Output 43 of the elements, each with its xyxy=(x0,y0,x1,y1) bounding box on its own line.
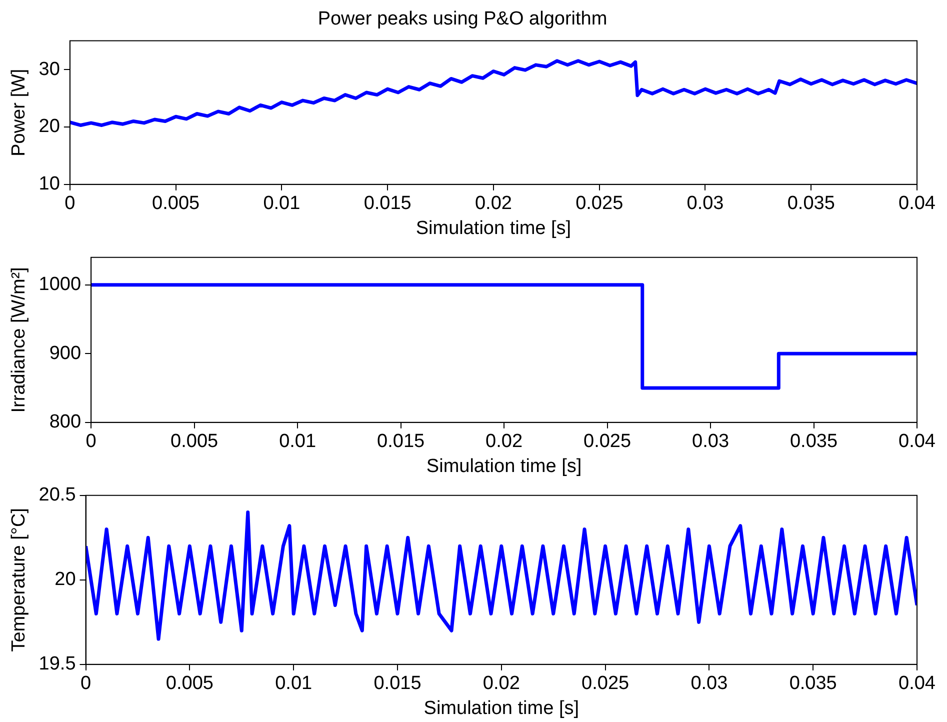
x-tick-label: 0.03 xyxy=(686,193,724,214)
x-tick-label: 0.015 xyxy=(364,193,412,214)
x-tick-label: 0.015 xyxy=(374,673,422,694)
x-tick-label: 0.035 xyxy=(787,193,835,214)
x-tick-label: 0 xyxy=(64,193,76,214)
x-tick-label: 0.04 xyxy=(898,673,936,694)
x-tick-label: 0.025 xyxy=(582,673,630,694)
y-tick-label: 20 xyxy=(38,116,60,138)
y-tick-label: 900 xyxy=(49,342,82,364)
x-tick-label: 0.01 xyxy=(275,673,312,694)
x-tick-label: 0.02 xyxy=(486,431,523,452)
x-tick-label: 0.04 xyxy=(898,431,936,452)
y-tick-label: 19.5 xyxy=(38,654,76,675)
x-tick-label: 0 xyxy=(80,673,92,694)
y-tick-label: 10 xyxy=(38,174,60,195)
x-tick-label: 0.02 xyxy=(474,193,512,214)
x-tick-label: 0.02 xyxy=(482,673,520,694)
x-tick-label: 0.035 xyxy=(789,673,837,694)
x-tick-label: 0.025 xyxy=(576,193,624,214)
x-axis-title: Simulation time [s] xyxy=(416,218,572,239)
y-axis-title: Irradiance [W/m²] xyxy=(8,267,30,413)
chart-title: Power peaks using P&O algorithm xyxy=(318,8,608,30)
y-tick-label: 800 xyxy=(49,412,82,433)
y-axis-title: Temperature [°C] xyxy=(8,508,30,652)
x-tick-label: 0.03 xyxy=(692,431,730,452)
x-tick-label: 0.005 xyxy=(166,673,214,694)
y-tick-label: 1000 xyxy=(38,274,82,296)
y-tick-label: 30 xyxy=(38,58,60,80)
x-tick-label: 0.01 xyxy=(279,431,316,452)
x-tick-label: 0.01 xyxy=(263,193,300,214)
x-tick-label: 0.005 xyxy=(152,193,200,214)
x-tick-label: 0 xyxy=(86,431,96,452)
x-tick-label: 0.035 xyxy=(790,431,838,452)
x-axis-title: Simulation time [s] xyxy=(426,456,582,477)
y-tick-label: 20 xyxy=(54,569,76,590)
x-tick-label: 0.015 xyxy=(377,431,425,452)
y-axis-title: Power [W] xyxy=(8,68,30,156)
y-tick-label: 20.5 xyxy=(38,484,76,506)
x-tick-label: 0.005 xyxy=(170,431,218,452)
x-tick-label: 0.03 xyxy=(690,673,728,694)
x-tick-label: 0.04 xyxy=(898,193,936,214)
x-tick-label: 0.025 xyxy=(584,431,632,452)
x-axis-title: Simulation time [s] xyxy=(424,698,580,719)
